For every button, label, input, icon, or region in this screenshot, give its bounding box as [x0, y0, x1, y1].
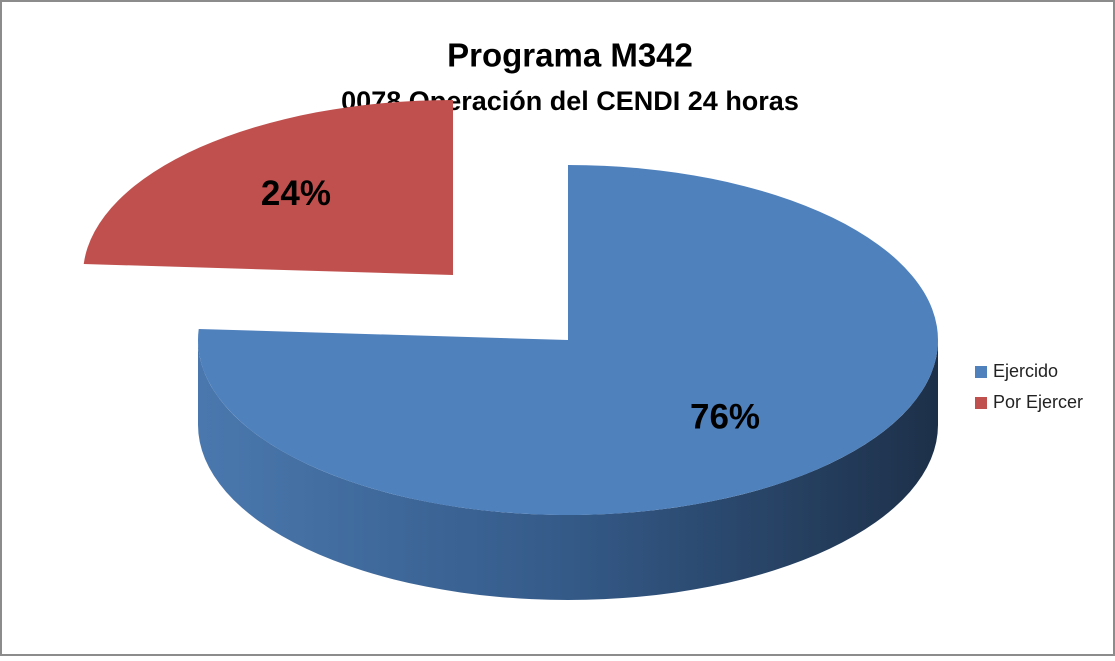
slice-side	[198, 340, 938, 600]
legend: Ejercido Por Ejercer	[975, 361, 1083, 412]
slice-top	[83, 100, 454, 275]
legend-label: Ejercido	[993, 361, 1058, 381]
chart-title: Programa M342	[447, 37, 693, 74]
legend-swatch	[975, 397, 987, 409]
data-label: 76%	[690, 397, 760, 436]
legend-swatch	[975, 366, 987, 378]
data-label: 24%	[261, 174, 331, 213]
pie-slice	[83, 100, 454, 275]
slice-top	[197, 165, 938, 515]
pie-slice	[197, 165, 938, 600]
legend-label: Por Ejercer	[993, 392, 1083, 412]
pie: 24% 76%	[83, 100, 938, 600]
